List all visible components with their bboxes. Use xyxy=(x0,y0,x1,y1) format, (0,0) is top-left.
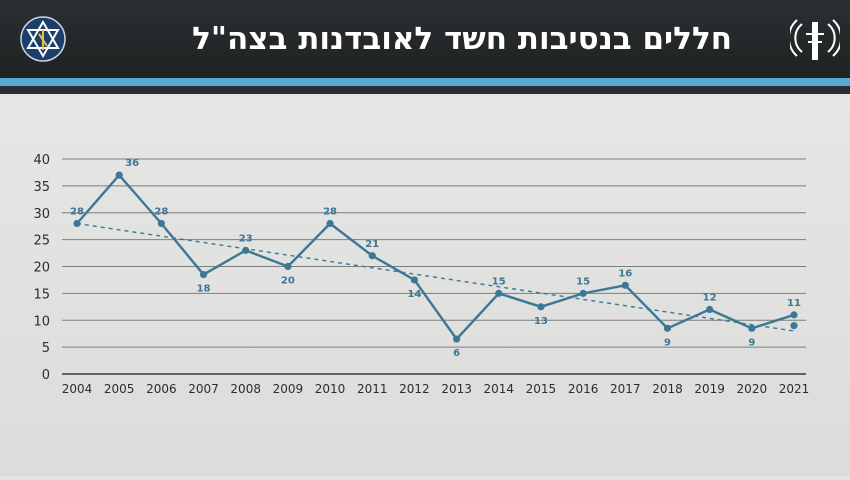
y-tick-label: 0 xyxy=(42,368,50,383)
header-bar xyxy=(0,0,850,78)
x-tick-label: 2006 xyxy=(146,382,177,396)
x-tick-label: 2018 xyxy=(652,382,683,396)
data-point xyxy=(452,335,461,343)
idf-emblem-icon xyxy=(20,16,66,62)
extra-data-point xyxy=(790,322,798,330)
data-point xyxy=(790,311,798,319)
x-tick-label: 2014 xyxy=(483,382,514,396)
y-tick-label: 10 xyxy=(33,314,50,329)
line-chart: 0 5 10 15 20 25 30 35 40 2004 2005 2006 2007 2008 2009… xyxy=(33,153,810,396)
data-point xyxy=(495,289,503,297)
y-tick-label: 20 xyxy=(33,261,50,276)
x-tick-label: 2007 xyxy=(188,382,219,396)
data-point xyxy=(115,171,123,179)
x-tick-label: 2008 xyxy=(230,382,261,396)
x-tick-label: 2009 xyxy=(273,382,304,396)
data-label: 28 xyxy=(154,207,168,218)
data-label: 23 xyxy=(239,233,253,244)
x-tick-label: 2016 xyxy=(568,382,599,396)
data-point xyxy=(537,303,545,311)
x-tick-label: 2010 xyxy=(315,382,346,396)
data-label: 14 xyxy=(407,289,421,300)
data-label: 20 xyxy=(281,276,295,287)
x-tick-label: 2011 xyxy=(357,382,388,396)
data-label: 9 xyxy=(748,337,755,348)
x-tick-label: 2017 xyxy=(610,382,641,396)
data-label: 18 xyxy=(197,284,211,295)
trendline xyxy=(76,222,795,332)
data-point xyxy=(242,246,250,254)
data-label: 9 xyxy=(664,337,671,348)
data-point xyxy=(368,252,376,260)
series-line xyxy=(76,173,795,341)
data-label: 15 xyxy=(576,276,590,287)
y-tick-label: 25 xyxy=(33,234,50,249)
idf-radio-emblem-icon xyxy=(787,14,843,66)
data-point xyxy=(748,324,756,332)
data-label: 11 xyxy=(787,298,801,309)
x-tick-label: 2013 xyxy=(441,382,472,396)
data-point xyxy=(579,289,587,297)
data-point xyxy=(706,305,714,314)
data-point xyxy=(199,270,208,279)
y-tick-label: 5 xyxy=(42,341,50,356)
data-label: 6 xyxy=(453,348,460,359)
data-label: 13 xyxy=(534,316,548,327)
data-point xyxy=(284,262,292,271)
data-point xyxy=(410,276,419,284)
x-tick-label: 2004 xyxy=(62,382,93,396)
header-accent-stripe xyxy=(0,78,850,86)
data-point xyxy=(663,324,672,332)
header-dark-stripe xyxy=(0,86,850,94)
data-label: 28 xyxy=(70,207,84,218)
x-tick-label: 2005 xyxy=(104,382,135,396)
y-tick-label: 30 xyxy=(33,207,50,222)
x-tick-label: 2020 xyxy=(737,382,768,396)
x-tick-label: 2021 xyxy=(779,382,810,396)
data-label: 15 xyxy=(492,276,506,287)
data-label: 16 xyxy=(618,268,632,279)
chart-panel: 0 5 10 15 20 25 30 35 40 2004 2005 2006 2007 2008 2009… xyxy=(0,94,850,476)
data-point xyxy=(157,219,165,228)
x-tick-label: 2015 xyxy=(526,382,557,396)
data-label: 21 xyxy=(365,239,379,250)
x-tick-label: 2012 xyxy=(399,382,430,396)
page-title: חללים בנסיבות חשד לאובדנות בצה"ל xyxy=(192,21,732,57)
data-label: 28 xyxy=(323,207,337,218)
data-point xyxy=(73,219,81,228)
y-tick-label: 15 xyxy=(33,287,50,302)
data-point xyxy=(326,219,334,228)
data-point xyxy=(621,281,629,289)
y-tick-label: 35 xyxy=(33,180,50,195)
x-tick-label: 2019 xyxy=(694,382,725,396)
y-tick-label: 40 xyxy=(33,153,50,168)
data-label: 12 xyxy=(703,293,717,304)
data-label: 36 xyxy=(125,158,139,169)
